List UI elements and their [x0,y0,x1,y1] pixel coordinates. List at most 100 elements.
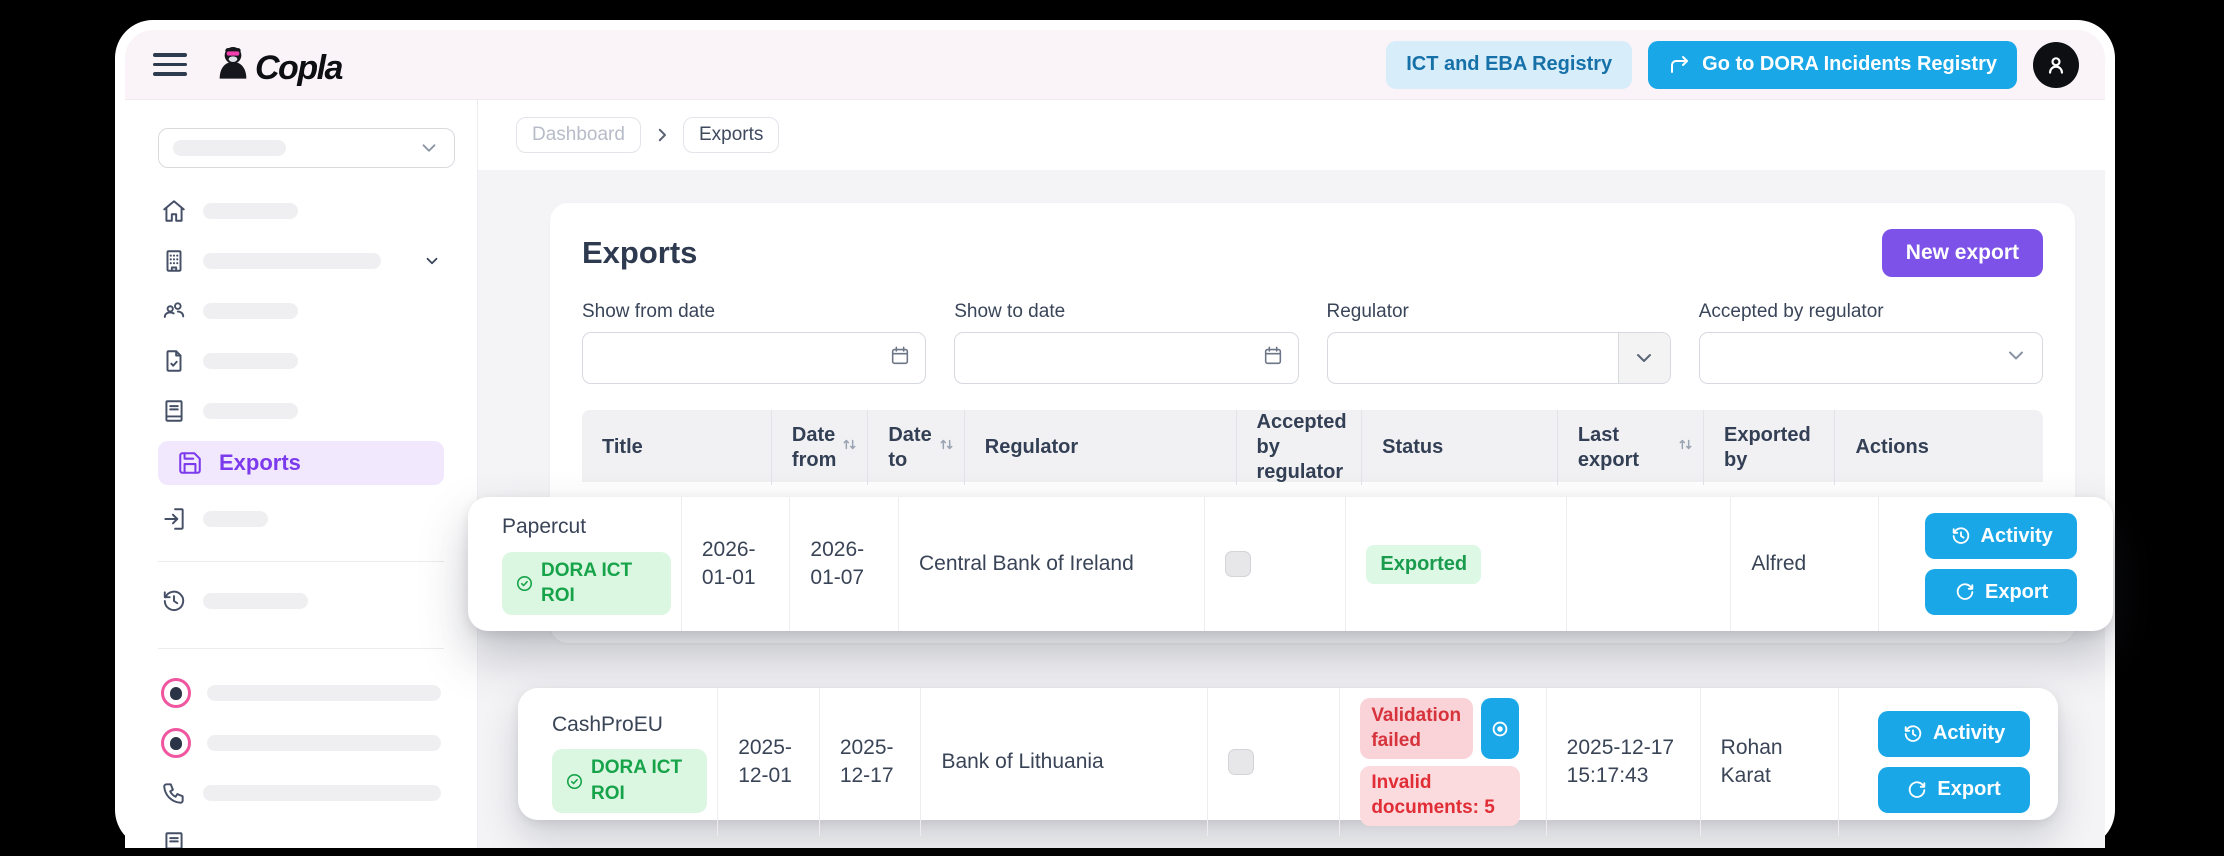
save-icon [177,450,203,476]
phone-icon [161,780,187,806]
logo[interactable]: Copla [213,42,343,87]
check-circle-icon [515,574,534,593]
users-icon [161,298,187,324]
table-row[interactable]: Papercut DORA ICT ROI 2026-01-01 2026-01… [468,497,2113,631]
check-circle-icon [565,772,584,791]
refresh-icon [1906,779,1928,801]
accepted-by-regulator-select[interactable] [1698,332,2043,384]
chevron-down-icon[interactable] [1617,333,1670,383]
chevron-down-icon [2004,344,2028,373]
skeleton-bar [203,593,308,609]
export-button[interactable]: Export [1925,569,2078,615]
row-title: CashProEU [552,713,663,737]
table-row[interactable]: CashProEU DORA ICT ROI 2025-12-01 2025-1… [518,688,2058,836]
cell-date-from: 2026-01-01 [682,497,791,631]
cell-regulator: Central Bank of Ireland [899,497,1205,631]
accepted-checkbox[interactable] [1227,748,1254,775]
sidebar-item-exports[interactable]: Exports [158,441,444,485]
sidebar-item-label: Exports [219,450,301,475]
export-button[interactable]: Export [1877,766,2030,813]
filter-show-from-date: Show from date [582,301,927,384]
skeleton-bar [207,685,441,701]
sort-icon[interactable] [840,435,859,461]
column-last-export: Last export [1558,410,1704,485]
breadcrumb-exports[interactable]: Exports [682,117,780,153]
filter-accepted-by-regulator: Accepted by regulator [1698,301,2043,384]
import-icon [161,506,187,532]
status-badge: Exported [1366,544,1482,584]
sidebar-item-copla-2[interactable] [161,725,441,761]
filter-show-to-date: Show to date [954,301,1299,384]
show-to-date-input[interactable] [954,332,1299,384]
cell-regulator: Bank of Lithuania [921,688,1208,836]
sidebar-item-registry[interactable] [161,393,441,429]
accepted-checkbox[interactable] [1224,551,1251,577]
book-icon [161,398,187,424]
page-title: Exports [582,235,698,270]
sidebar-item-copla-1[interactable] [161,675,441,711]
menu-icon[interactable] [153,52,187,78]
column-date-from: Date from [772,410,869,485]
dora-ict-roi-badge: DORA ICT ROI [502,551,671,615]
invalid-documents-badge: Invalid documents: 5 [1360,766,1521,826]
column-actions: Actions [1855,436,1929,458]
skeleton-bar [207,735,441,751]
calendar-icon [889,345,911,372]
sidebar-item-history[interactable] [161,583,441,619]
sidebar-select[interactable] [158,128,455,168]
sidebar-item-users[interactable] [161,293,441,329]
cell-exported-by: Alfred [1731,497,1880,631]
sidebar-item-documents[interactable] [161,343,441,379]
skeleton-bar [203,353,298,369]
sidebar-item-imports[interactable] [161,501,441,537]
breadcrumb-dashboard[interactable]: Dashboard [516,117,641,153]
skeleton-bar [203,511,268,527]
skeleton-bar [203,403,298,419]
sidebar: Exports [125,100,478,848]
row-title: Papercut [502,515,587,539]
copla-ring-icon [161,728,191,758]
cell-last-export [1567,497,1732,631]
column-title: Title [582,410,772,485]
activity-button[interactable]: Activity [1877,710,2030,757]
calendar-icon [1262,345,1284,372]
cell-date-to: 2025-12-17 [820,688,922,836]
corner-arrow-icon [1668,53,1692,77]
file-check-icon [161,348,187,374]
sidebar-item-docs[interactable] [161,825,441,848]
chevron-down-icon [418,137,440,159]
skeleton-bar [203,253,381,269]
history-icon [1950,525,1972,547]
divider [158,648,444,649]
sort-icon[interactable] [1676,435,1695,461]
building-icon [161,248,187,274]
user-avatar[interactable] [2033,41,2079,88]
ict-eba-registry-badge[interactable]: ICT and EBA Registry [1386,40,1633,89]
skeleton-bar [173,140,286,156]
activity-button[interactable]: Activity [1925,513,2078,559]
copla-ring-icon [161,678,191,708]
sidebar-item-home[interactable] [161,193,441,229]
target-eye-icon [1489,718,1511,740]
sidebar-item-contact[interactable] [161,775,441,811]
table-header: Title Date from Date to [582,410,2043,485]
refresh-icon [1954,581,1976,603]
view-errors-button[interactable] [1481,698,1520,760]
logo-text: Copla [255,49,343,87]
show-from-date-input[interactable] [582,332,927,384]
chevron-down-icon [423,252,441,270]
app-header: Copla ICT and EBA Registry Go to DORA In… [125,30,2105,100]
go-to-dora-registry-button[interactable]: Go to DORA Incidents Registry [1648,40,2017,89]
dora-ict-roi-badge: DORA ICT ROI [552,749,708,813]
home-icon [161,198,187,224]
skeleton-bar [203,785,441,801]
new-export-button[interactable]: New export [1881,229,2043,277]
cell-last-export: 2025-12-17 15:17:43 [1547,688,1701,836]
column-exported-by: Exported by [1704,410,1836,485]
sort-icon[interactable] [937,435,956,461]
breadcrumb: Dashboard Exports [478,100,2105,170]
regulator-select[interactable] [1326,332,1671,384]
gorilla-logo-icon [213,42,253,87]
column-accepted-by-regulator: Accepted by regulator [1237,410,1363,485]
sidebar-item-organisation[interactable] [161,243,441,279]
